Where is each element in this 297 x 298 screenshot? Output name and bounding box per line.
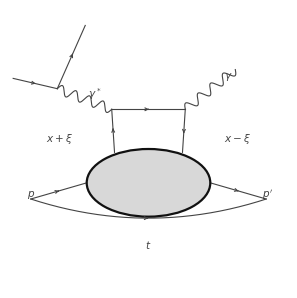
Text: $p$: $p$: [27, 189, 35, 201]
Text: $\gamma$: $\gamma$: [224, 71, 232, 83]
Text: $t$: $t$: [145, 239, 152, 251]
Text: $x+\xi$: $x+\xi$: [47, 132, 73, 146]
Text: $p'$: $p'$: [262, 187, 273, 202]
Text: $\gamma^*$: $\gamma^*$: [88, 87, 102, 103]
Ellipse shape: [87, 149, 210, 217]
Text: $x-\xi$: $x-\xi$: [224, 132, 250, 146]
